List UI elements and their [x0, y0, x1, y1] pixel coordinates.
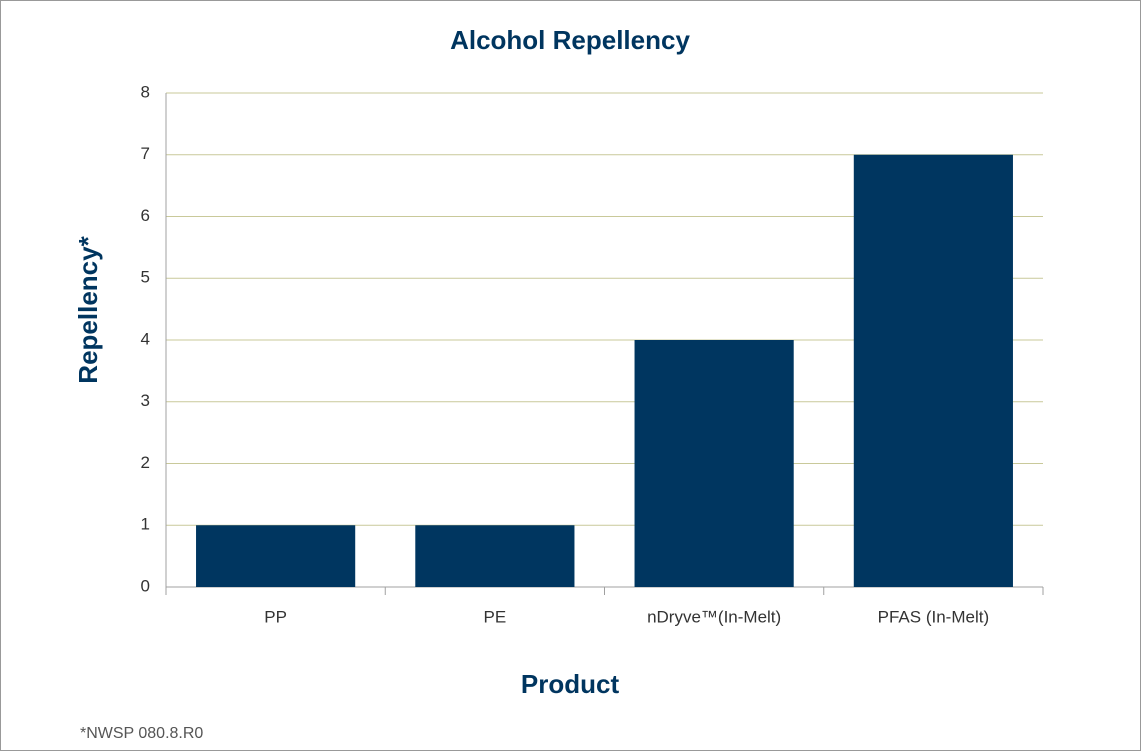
y-tick-label: 6 — [141, 206, 150, 225]
y-tick-label: 8 — [141, 82, 150, 101]
y-tick-label: 1 — [141, 515, 150, 534]
x-tick-label: nDryve™(In-Melt) — [647, 607, 781, 626]
bar — [196, 525, 356, 587]
y-tick-label: 4 — [141, 329, 150, 348]
bar — [634, 340, 794, 587]
x-tick-label: PE — [484, 607, 507, 626]
x-tick-label: PFAS (In-Melt) — [878, 607, 989, 626]
y-axis-label: Repellency* — [73, 235, 103, 383]
y-tick-label: 7 — [141, 144, 150, 163]
chart-title: Alcohol Repellency — [450, 25, 690, 55]
bar — [415, 525, 575, 587]
x-tick-label: PP — [264, 607, 287, 626]
y-tick-label: 2 — [141, 453, 150, 472]
y-tick-label: 3 — [141, 391, 150, 410]
bar — [853, 154, 1013, 587]
y-tick-label: 0 — [141, 576, 150, 595]
y-tick-label: 5 — [141, 268, 150, 287]
footnote: *NWSP 080.8.R0 — [80, 725, 203, 742]
x-axis-label: Product — [521, 669, 620, 699]
